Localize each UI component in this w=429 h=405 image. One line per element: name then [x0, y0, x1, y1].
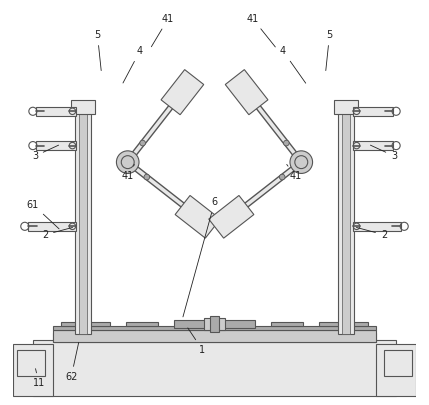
Bar	[341, 104, 350, 334]
Text: 4: 4	[123, 46, 143, 83]
Bar	[79, 104, 88, 334]
Bar	[384, 350, 412, 376]
Text: 2: 2	[356, 228, 387, 240]
Bar	[36, 107, 76, 116]
Polygon shape	[161, 70, 204, 115]
Bar	[17, 350, 45, 376]
Bar	[33, 340, 396, 396]
Bar	[53, 330, 376, 342]
Bar	[13, 344, 53, 396]
Polygon shape	[209, 196, 254, 238]
Circle shape	[140, 140, 145, 146]
Bar	[334, 100, 358, 114]
Bar	[61, 322, 109, 326]
Bar	[126, 322, 158, 326]
Text: 11: 11	[33, 369, 45, 388]
Polygon shape	[175, 196, 220, 238]
Text: 4: 4	[280, 46, 306, 83]
Bar	[376, 344, 416, 396]
Bar	[36, 141, 76, 150]
Text: 3: 3	[370, 145, 397, 161]
Bar	[53, 333, 376, 342]
Bar	[71, 100, 95, 114]
Circle shape	[116, 151, 139, 173]
Bar	[353, 107, 393, 116]
Bar	[353, 222, 401, 231]
Text: 41: 41	[151, 14, 174, 47]
Text: 41: 41	[121, 164, 134, 181]
Circle shape	[144, 174, 150, 180]
Bar	[204, 318, 225, 330]
Text: 41: 41	[287, 164, 301, 181]
Circle shape	[279, 174, 285, 180]
Bar	[338, 104, 354, 334]
Circle shape	[290, 151, 313, 173]
Bar	[320, 322, 368, 326]
Text: 3: 3	[32, 145, 59, 161]
Circle shape	[284, 140, 289, 146]
Bar	[210, 315, 219, 332]
Text: 62: 62	[65, 343, 79, 382]
Polygon shape	[225, 70, 268, 115]
Text: 6: 6	[183, 198, 218, 317]
Text: 5: 5	[94, 30, 101, 70]
Text: 41: 41	[247, 14, 275, 47]
Text: 1: 1	[188, 328, 205, 355]
Bar	[53, 326, 376, 330]
Bar	[353, 141, 393, 150]
Bar	[174, 320, 255, 328]
Text: 61: 61	[27, 200, 59, 229]
Text: 5: 5	[326, 30, 332, 70]
Bar	[75, 104, 91, 334]
Text: 2: 2	[42, 228, 73, 240]
Bar	[271, 322, 303, 326]
Bar	[28, 222, 76, 231]
